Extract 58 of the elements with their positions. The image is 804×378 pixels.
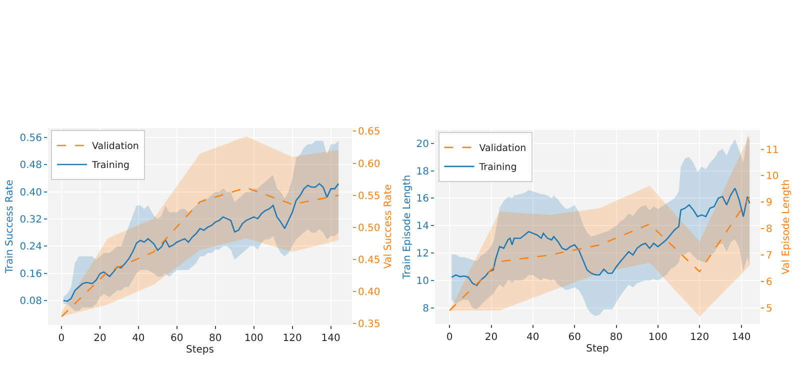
x-tick-label: 0 bbox=[58, 333, 65, 344]
line-series bbox=[62, 183, 340, 302]
y2-tick-label: 0.65 bbox=[358, 126, 380, 138]
y-tick-label: 16 bbox=[416, 194, 429, 205]
y-tick-label: 12 bbox=[416, 248, 429, 260]
line-series bbox=[451, 188, 750, 286]
x-axis-title: Steps bbox=[186, 344, 214, 356]
y2-tick-label: 0.35 bbox=[358, 319, 380, 330]
y-tick-label: 0.08 bbox=[20, 296, 42, 308]
y2-tick-label: 7 bbox=[766, 250, 772, 262]
y2-tick-label: 9 bbox=[766, 198, 772, 209]
x-tick-label: 80 bbox=[610, 332, 623, 343]
y2-axis-title: Val Episode Length bbox=[781, 179, 792, 275]
legend-label: Training bbox=[478, 162, 517, 174]
x-tick-label: 40 bbox=[132, 333, 145, 344]
y2-tick-label: 0.55 bbox=[358, 190, 380, 202]
y-tick-label: 0.16 bbox=[20, 268, 42, 280]
line-series bbox=[448, 196, 750, 312]
y-tick-label: 0.40 bbox=[20, 187, 42, 198]
y-tick-label: 8 bbox=[422, 303, 429, 314]
y-tick-label: 0.24 bbox=[20, 242, 42, 253]
x-tick-label: 100 bbox=[244, 333, 264, 344]
y2-tick-label: 8 bbox=[766, 224, 772, 236]
y-tick-label: 18 bbox=[416, 166, 429, 178]
x-tick-label: 40 bbox=[526, 332, 540, 343]
legend-label: Validation bbox=[479, 143, 526, 154]
y-axis-title: Train Episode Length bbox=[402, 174, 413, 280]
legend-label: Training bbox=[91, 160, 130, 172]
y-tick-label: 0.56 bbox=[20, 133, 42, 144]
x-tick-label: 0 bbox=[446, 332, 453, 343]
y2-axis-title: Val Success Rate bbox=[382, 184, 394, 269]
y-tick-label: 10 bbox=[416, 276, 429, 288]
x-tick-label: 20 bbox=[484, 332, 498, 343]
x-tick-label: 60 bbox=[568, 332, 581, 343]
y2-tick-label: 0.45 bbox=[358, 255, 380, 266]
y2-tick-label: 11 bbox=[766, 144, 779, 156]
x-tick-label: 120 bbox=[282, 333, 302, 344]
y-tick-label: 0.32 bbox=[20, 214, 42, 226]
y-tick-label: 0.48 bbox=[20, 160, 42, 172]
x-tick-label: 60 bbox=[170, 333, 184, 344]
y2-tick-label: 0.50 bbox=[358, 222, 380, 234]
x-axis-title: Step bbox=[586, 344, 609, 354]
x-tick-label: 80 bbox=[209, 333, 222, 344]
y-tick-label: 14 bbox=[416, 221, 429, 232]
x-tick-label: 120 bbox=[690, 332, 710, 343]
y-tick-label: 20 bbox=[416, 138, 429, 150]
y2-tick-label: 0.40 bbox=[358, 287, 380, 298]
line-series bbox=[60, 187, 340, 318]
y2-tick-label: 6 bbox=[766, 276, 772, 288]
y2-tick-label: 0.60 bbox=[358, 158, 380, 170]
x-tick-label: 140 bbox=[321, 333, 340, 344]
y2-tick-label: 10 bbox=[766, 171, 779, 182]
y2-tick-label: 5 bbox=[766, 303, 772, 314]
x-tick-label: 140 bbox=[732, 332, 751, 343]
x-tick-label: 20 bbox=[94, 333, 106, 344]
x-tick-label: 100 bbox=[648, 332, 668, 343]
legend-label: Validation bbox=[92, 141, 139, 152]
y-axis-title: Train Success Rate bbox=[4, 180, 16, 274]
